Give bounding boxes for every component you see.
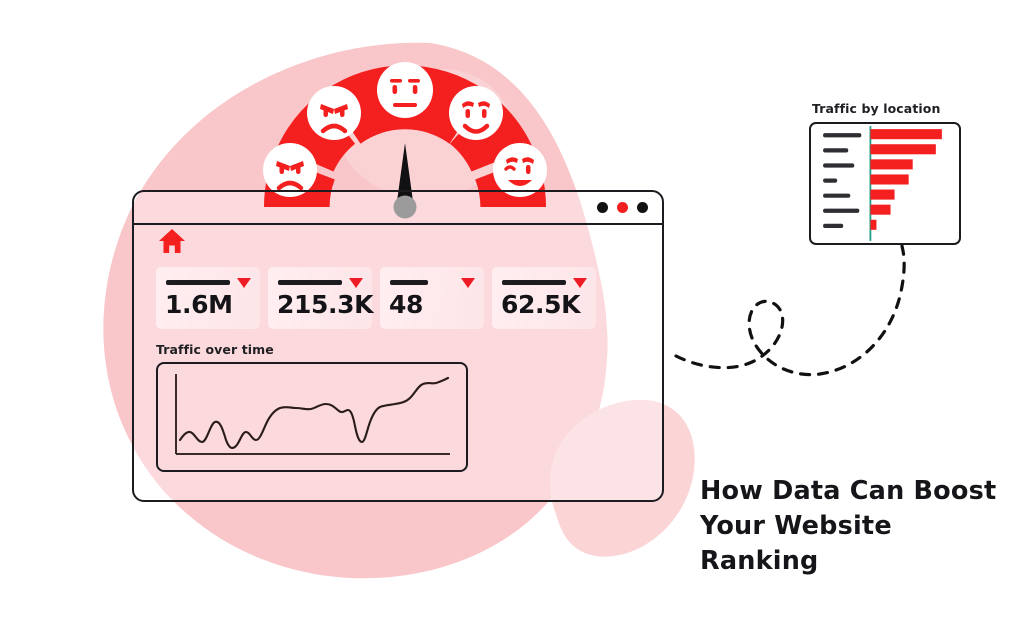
location-bar: [870, 174, 909, 185]
window-controls[interactable]: [597, 202, 648, 213]
page-title: How Data Can Boost Your Website Ranking: [700, 476, 997, 576]
kpi-label-placeholder: [278, 280, 342, 285]
kpi-card[interactable]: 1.6M: [156, 267, 260, 329]
gauge-needle: [396, 143, 414, 205]
kpi-label-placeholder: [502, 280, 566, 285]
traffic-by-location-title: Traffic by location: [812, 101, 941, 116]
location-bar: [870, 219, 877, 230]
location-bar: [870, 144, 936, 155]
kpi-card-row: 1.6M 215.3K 48 62.5K: [156, 267, 656, 329]
location-bar: [870, 129, 942, 140]
line-chart-svg: [175, 374, 450, 455]
window-dot-1[interactable]: [597, 202, 608, 213]
window-dot-2[interactable]: [617, 202, 628, 213]
kpi-card[interactable]: 48: [380, 267, 484, 329]
location-bar-chart-svg: [823, 126, 942, 241]
window-dot-3[interactable]: [637, 202, 648, 213]
kpi-label-placeholder: [390, 280, 428, 285]
trend-down-icon: [349, 278, 363, 288]
trend-down-icon: [461, 278, 475, 288]
location-bar: [870, 189, 895, 200]
location-bar: [870, 159, 913, 170]
window-titlebar: [134, 192, 662, 225]
home-icon[interactable]: [158, 228, 186, 254]
kpi-value: 62.5K: [501, 290, 581, 319]
gauge-pivot: [393, 195, 417, 219]
kpi-label-placeholder: [166, 280, 230, 285]
trend-down-icon: [573, 278, 587, 288]
smiling-face-icon: [449, 86, 503, 140]
kpi-card[interactable]: 215.3K: [268, 267, 374, 329]
kpi-card[interactable]: 62.5K: [492, 267, 596, 329]
grinning-wink-face-icon: [493, 143, 547, 197]
traffic-over-time-chart[interactable]: [156, 362, 468, 472]
kpi-value: 48: [389, 290, 423, 319]
trend-down-icon: [237, 278, 251, 288]
traffic-over-time-title: Traffic over time: [156, 342, 274, 357]
angry-face-icon: [263, 143, 317, 197]
location-bar: [870, 204, 891, 215]
traffic-by-location-panel[interactable]: [809, 122, 961, 245]
frowning-face-icon: [307, 86, 361, 140]
kpi-value: 215.3K: [277, 290, 374, 319]
neutral-face-icon: [377, 62, 433, 118]
kpi-value: 1.6M: [165, 290, 233, 319]
browser-window: 1.6M 215.3K 48 62.5K Traffic over time: [132, 190, 664, 502]
